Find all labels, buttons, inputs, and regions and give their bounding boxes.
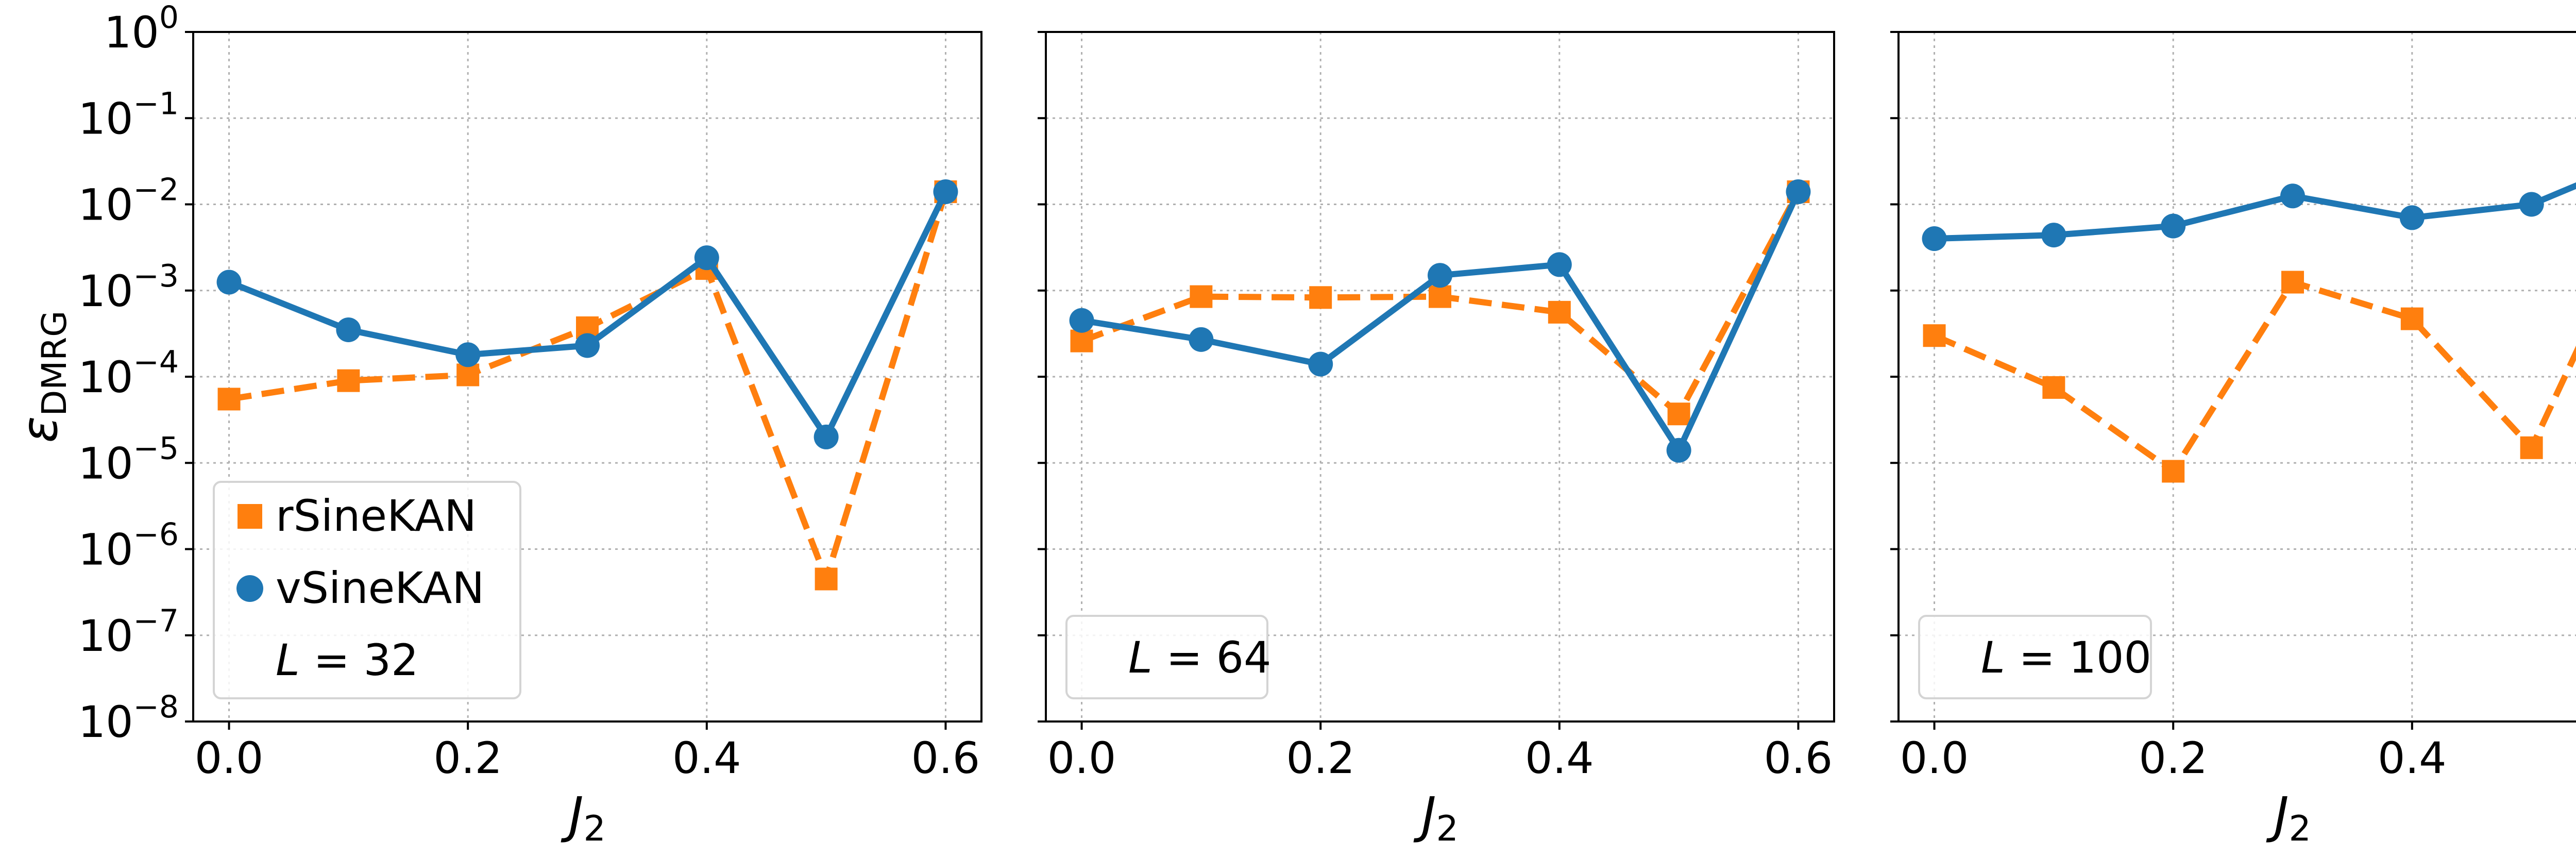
data-point-circle — [1189, 327, 1214, 352]
data-point-circle — [1786, 179, 1811, 205]
x-tick-label: 0.0 — [1047, 733, 1116, 783]
legend-entry-label: vSineKAN — [276, 563, 484, 613]
x-tick-label: 0.2 — [1286, 733, 1355, 783]
panel-size-label: L = 32 — [276, 635, 419, 685]
legend-frame — [213, 481, 521, 699]
plot-area-frame — [1045, 31, 1835, 723]
y-tick-label: 10−8 — [78, 689, 179, 747]
legend: L = 64 — [1065, 615, 1272, 699]
series-line-vsinekan — [228, 190, 948, 440]
data-point-circle — [1308, 351, 1333, 377]
data-point-square — [2281, 271, 2304, 294]
legend-frame — [1918, 615, 2152, 699]
data-point-circle — [2161, 213, 2186, 239]
chart-panel-1: 0.0 0.2 0.4 0.6 100 10−1 10−2 10−3 10−4 10−5 10−6 1… — [11, 0, 982, 849]
x-axis-title: J2 — [1413, 786, 1459, 849]
data-point-circle — [2399, 205, 2425, 230]
data-point-square — [2400, 307, 2424, 330]
data-point-square — [1548, 300, 1571, 324]
legend: L = 100 — [1918, 615, 2152, 699]
legend: rSineKAN vSineKAN L = 32 — [213, 481, 521, 699]
series-line-vsinekan — [1081, 190, 1801, 454]
x-tick-label: 0.2 — [2139, 733, 2208, 783]
x-tick-label: 0.4 — [672, 733, 741, 783]
data-point-square — [337, 369, 360, 392]
x-tick-label: 0.4 — [2378, 733, 2447, 783]
data-point-circle — [2280, 183, 2305, 209]
y-tick-label: 10−3 — [78, 258, 179, 316]
panel-size-label: L = 64 — [1128, 632, 1272, 683]
chart-panel-2: 0.0 0.2 0.4 0.6 J2 L = 64 — [1038, 31, 1835, 849]
y-tick-label: 100 — [104, 0, 179, 58]
data-point-circle — [336, 317, 361, 343]
y-tick-label: 10−7 — [78, 603, 179, 661]
y-tick-label: 10−4 — [78, 344, 179, 402]
legend-entry-label: rSineKAN — [276, 491, 477, 541]
data-point-square — [1429, 285, 1451, 308]
data-point-circle — [575, 333, 600, 358]
x-tick-label: 0.0 — [1900, 733, 1969, 783]
data-point-circle — [216, 270, 242, 295]
data-point-square — [815, 567, 838, 591]
legend-circle-icon — [236, 575, 263, 602]
x-tick-label: 0.6 — [911, 733, 980, 783]
data-point-circle — [933, 179, 958, 205]
legend-square-icon — [238, 504, 262, 529]
y-axis-title: εDMRG — [11, 311, 74, 443]
x-tick-label: 0.4 — [1525, 733, 1594, 783]
data-point-square — [2162, 460, 2185, 483]
data-point-square — [2520, 436, 2543, 459]
data-point-circle — [1547, 252, 1572, 277]
data-point-square — [217, 388, 241, 411]
data-point-circle — [814, 424, 839, 449]
y-tick-label: 10−2 — [78, 172, 179, 230]
data-point-square — [1923, 324, 1946, 347]
y-tick-label: 10−6 — [78, 517, 179, 575]
data-point-circle — [1428, 263, 1452, 288]
plot-area-frame — [1897, 31, 2576, 723]
x-tick-label: 0.6 — [1764, 733, 1833, 783]
data-point-square — [456, 363, 480, 387]
data-point-circle — [455, 342, 481, 367]
data-point-circle — [2041, 223, 2066, 248]
data-point-circle — [1922, 226, 1947, 251]
panel-size-label: L = 100 — [1981, 632, 2151, 683]
y-tick-label: 10−5 — [78, 430, 179, 489]
x-tick-label: 0.2 — [433, 733, 502, 783]
data-point-circle — [1069, 308, 1094, 333]
legend-frame — [1065, 615, 1268, 699]
data-point-circle — [2519, 192, 2544, 217]
data-point-square — [2042, 376, 2065, 399]
x-axis-title: J2 — [2266, 786, 2311, 849]
data-point-square — [1190, 285, 1213, 308]
x-tick-label: 0.0 — [195, 733, 264, 783]
data-point-square — [1070, 329, 1093, 353]
y-tick-label: 10−1 — [78, 86, 179, 144]
data-point-circle — [1666, 438, 1691, 463]
series-line-vsinekan — [1934, 182, 2576, 242]
data-point-circle — [694, 245, 719, 271]
data-point-square — [1667, 402, 1690, 426]
plot-area-frame — [192, 31, 982, 723]
x-axis-title: J2 — [561, 786, 606, 849]
data-point-square — [1309, 286, 1332, 309]
